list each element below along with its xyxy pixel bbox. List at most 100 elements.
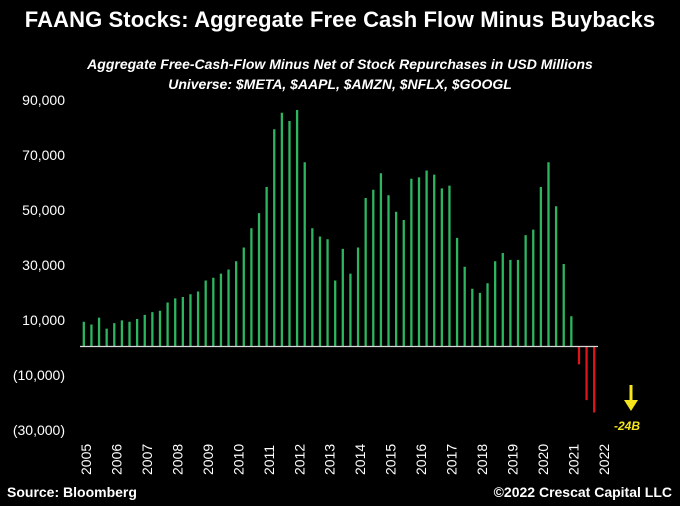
bar [257, 213, 261, 347]
bar [402, 220, 405, 347]
chart-universe-subtitle: Universe: $META, $AAPL, $AMZN, $NFLX, $G… [168, 76, 512, 92]
bar [478, 292, 482, 347]
x-tick-label: 2011 [261, 445, 277, 475]
bar [227, 269, 230, 347]
y-tick-label: 90,000 [22, 92, 65, 108]
bar [394, 211, 398, 347]
x-tick-label: 2018 [474, 444, 490, 475]
bar [326, 239, 329, 347]
negative-value-callout: -24B [614, 419, 641, 433]
y-tick-label: 70,000 [22, 147, 65, 163]
x-tick-label: 2016 [413, 444, 429, 475]
bar [554, 206, 558, 347]
bar [128, 321, 131, 347]
x-tick-label: 2007 [139, 444, 155, 475]
bar [341, 248, 344, 347]
bar [295, 110, 299, 347]
bar [166, 302, 169, 347]
bar [105, 328, 108, 347]
bar [174, 298, 177, 347]
bar [242, 247, 245, 347]
x-tick-label: 2006 [108, 444, 124, 475]
bar [417, 177, 421, 347]
bar [90, 324, 93, 347]
bar [334, 280, 337, 347]
bar [585, 346, 588, 401]
bar [433, 174, 436, 347]
x-tick-label: 2005 [78, 444, 94, 475]
bar [189, 294, 192, 347]
bar [532, 229, 535, 347]
bar [570, 316, 573, 347]
bar [273, 129, 276, 347]
bar [463, 266, 466, 347]
bar [379, 173, 383, 347]
bar [280, 112, 284, 347]
source-note: Source: Bloomberg [7, 484, 137, 500]
bar [349, 273, 352, 347]
bar [288, 121, 291, 347]
bar [372, 189, 375, 347]
bar [113, 323, 116, 347]
bar [143, 314, 146, 347]
bar [593, 346, 596, 413]
bar [311, 228, 314, 347]
chart-title: FAANG Stocks: Aggregate Free Cash Flow M… [24, 7, 656, 32]
x-tick-label: 2010 [230, 444, 246, 475]
bar [425, 170, 428, 347]
bar [212, 277, 215, 347]
bar [97, 317, 101, 347]
bar [318, 236, 322, 347]
x-tick-label: 2008 [169, 444, 185, 475]
bar [577, 346, 581, 365]
bar [151, 312, 154, 347]
x-tick-label: 2015 [383, 444, 399, 475]
bar [448, 185, 451, 347]
bar [158, 310, 162, 347]
bar [235, 261, 238, 347]
bar [501, 253, 504, 347]
bar [82, 321, 85, 347]
bar [135, 319, 139, 347]
copyright-note: ©2022 Crescat Capital LLC [493, 484, 672, 500]
bar [494, 261, 497, 347]
bar [562, 264, 565, 347]
chart-subtitle: Aggregate Free-Cash-Flow Minus Net of St… [87, 56, 593, 72]
bar [455, 237, 459, 347]
bar [410, 178, 413, 347]
bar [387, 195, 390, 347]
bar [303, 162, 306, 347]
bar [356, 247, 360, 347]
down-arrow-icon [624, 385, 638, 411]
bar [181, 297, 184, 347]
bar [486, 283, 489, 347]
x-tick-label: 2012 [291, 444, 307, 475]
bar [524, 235, 527, 347]
bar [250, 228, 253, 347]
x-tick-label: 2014 [352, 444, 368, 475]
bar [265, 187, 268, 347]
bar [547, 162, 550, 347]
x-tick-label: 2020 [535, 444, 551, 475]
x-tick-label: 2021 [566, 444, 582, 475]
y-tick-label: (30,000) [13, 422, 65, 438]
y-tick-label: (10,000) [13, 367, 65, 383]
bar [196, 291, 200, 347]
y-tick-label: 30,000 [22, 257, 65, 273]
bar [509, 259, 512, 347]
bar [219, 273, 223, 347]
bar [471, 288, 474, 347]
y-tick-label: 10,000 [22, 312, 65, 328]
bar [364, 198, 367, 347]
bar [539, 187, 543, 347]
bar [204, 280, 207, 347]
bar [440, 188, 443, 347]
bar [516, 259, 520, 347]
y-tick-label: 50,000 [22, 202, 65, 218]
x-tick-label: 2019 [505, 444, 521, 475]
x-tick-label: 2009 [200, 444, 216, 475]
x-tick-label: 2022 [596, 444, 612, 475]
x-tick-label: 2017 [444, 444, 460, 475]
x-tick-label: 2013 [322, 444, 338, 475]
